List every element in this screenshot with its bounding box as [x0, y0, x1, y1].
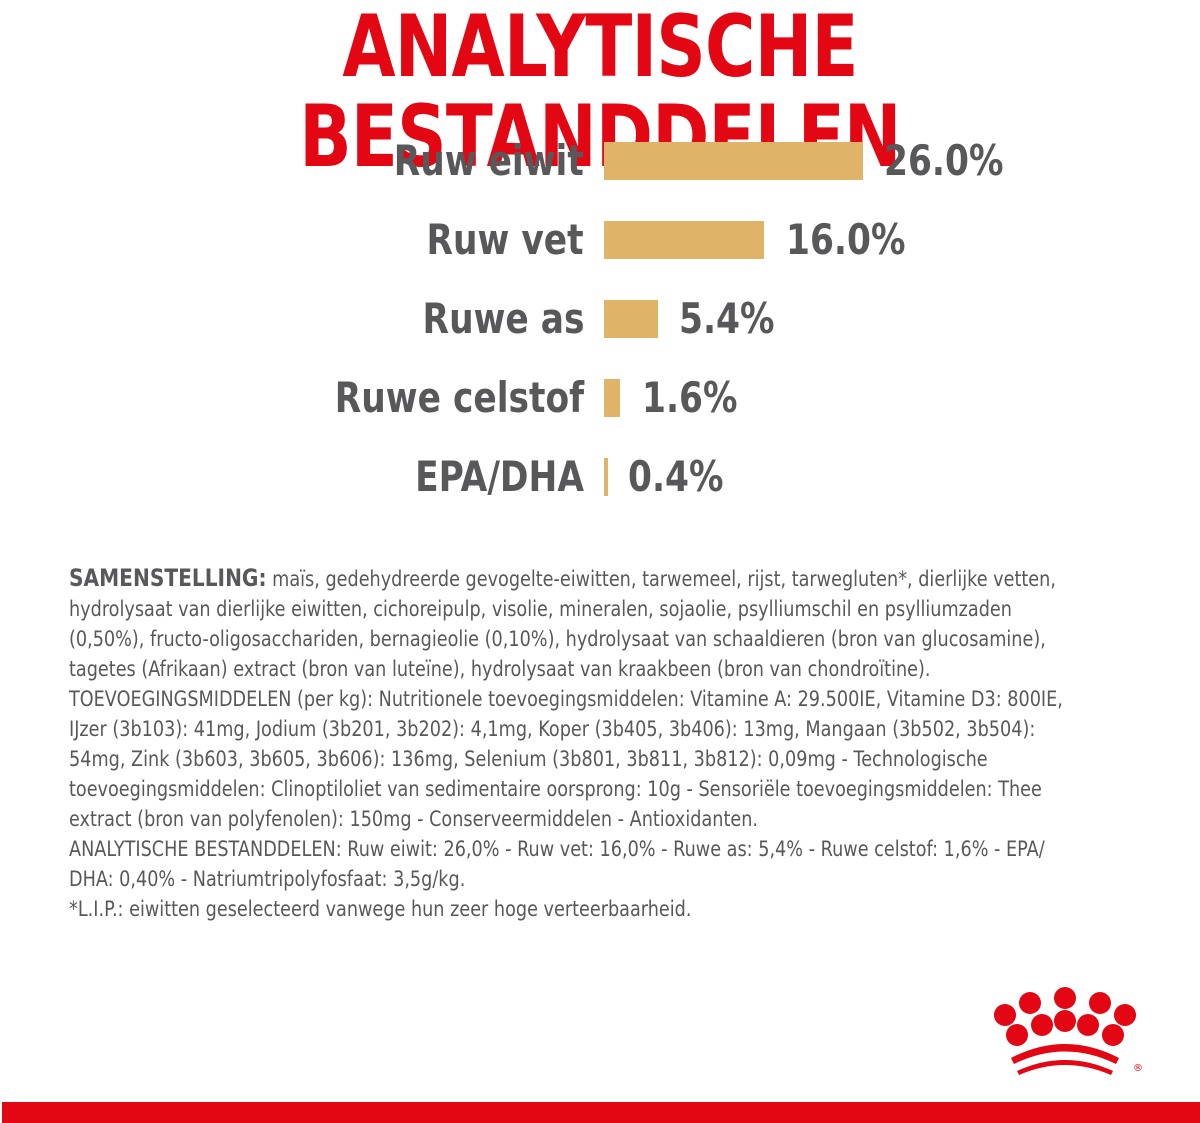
chart-row-ruwe-as: Ruwe as 5.4%	[0, 294, 1200, 344]
chart-row-epa-dha: EPA/DHA 0.4%	[0, 452, 1200, 502]
bar-ruwe-as	[604, 300, 658, 338]
composition-line: (0,50%), fructo-oligosacchariden, bernag…	[69, 627, 1046, 651]
chart-row-ruw-vet: Ruw vet 16.0%	[0, 215, 1200, 265]
composition-heading: SAMENSTELLING:	[69, 564, 267, 592]
bar-ruw-vet	[604, 221, 764, 259]
additives-line: TOEVOEGINGSMIDDELEN (per kg): Nutritione…	[69, 687, 1063, 711]
chart-row-ruw-eiwit: Ruw eiwit 26.0%	[0, 136, 1200, 186]
row-value: 26.0%	[884, 136, 1004, 185]
additives-line: extract (bron van polyfenolen): 150mg - …	[69, 807, 759, 831]
crown-logo-icon: ®	[994, 987, 1143, 1075]
analytical-line: DHA: 0,40% - Natriumtripolyfosfaat: 3,5g…	[69, 867, 466, 891]
bar-epa-dha	[604, 458, 608, 496]
row-label: EPA/DHA	[415, 452, 584, 501]
composition-line: hydrolysaat van dierlijke eiwitten, cich…	[69, 597, 1012, 621]
row-label: Ruw eiwit	[393, 136, 584, 185]
row-value: 1.6%	[642, 373, 738, 422]
footnote-line: *L.I.P.: eiwitten geselecteerd vanwege h…	[69, 897, 692, 921]
additives-line: IJzer (3b103): 41mg, Jodium (3b201, 3b20…	[69, 717, 1036, 741]
row-value: 0.4%	[628, 452, 724, 501]
row-label: Ruwe celstof	[334, 373, 584, 422]
additives-line: toevoegingsmiddelen: Clinoptiloliet van …	[69, 777, 1042, 801]
bar-ruwe-celstof	[604, 379, 620, 417]
row-label: Ruw vet	[426, 215, 584, 264]
svg-text:®: ®	[1133, 1063, 1143, 1074]
nutrient-bar-chart: Ruw eiwit 26.0% Ruw vet 16.0% Ruwe as 5.…	[0, 0, 1200, 520]
row-label: Ruwe as	[422, 294, 584, 343]
chart-row-ruwe-celstof: Ruwe celstof 1.6%	[0, 373, 1200, 423]
composition-line: SAMENSTELLING: maïs, gedehydreerde gevog…	[69, 564, 1056, 592]
bar-ruw-eiwit	[604, 142, 863, 180]
page-title: ANALYTISCHE BESTANDDELEN	[299, 0, 901, 187]
composition-text: SAMENSTELLING: maïs, gedehydreerde gevog…	[69, 563, 1139, 924]
composition-line: tagetes (Afrikaan) extract (bron van lut…	[69, 657, 931, 681]
additives-line: 54mg, Zink (3b603, 3b605, 3b606): 136mg,…	[69, 747, 988, 771]
analytical-line: ANALYTISCHE BESTANDDELEN: Ruw eiwit: 26,…	[69, 837, 1045, 861]
row-value: 16.0%	[786, 215, 906, 264]
brand-footer-bar	[2, 1102, 1200, 1123]
row-value: 5.4%	[679, 294, 775, 343]
